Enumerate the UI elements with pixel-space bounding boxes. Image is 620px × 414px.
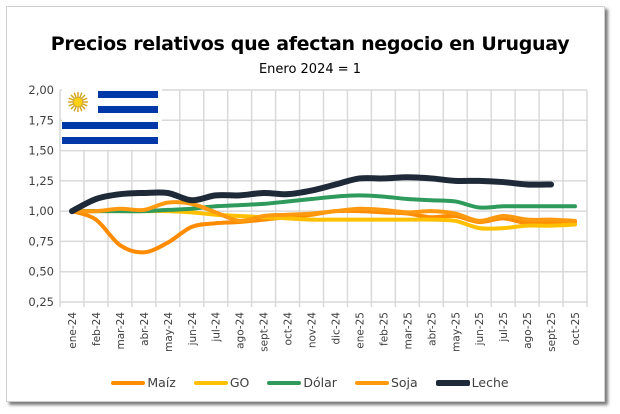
- y-tick-label: 0,75: [28, 234, 54, 248]
- sun-ray: [79, 106, 83, 112]
- sun-ray: [73, 92, 77, 98]
- y-tick-label: 1,00: [28, 204, 54, 218]
- x-tick-label: abr-25: [426, 312, 438, 346]
- flag-stripe: [98, 106, 158, 113]
- legend-swatch: [354, 380, 389, 385]
- x-axis-ticks: ene-24 feb-24 mar-24 abr-24 may-24 jun-24 jul-…: [67, 312, 582, 352]
- sun-ray: [68, 103, 74, 107]
- legend-label: GO: [229, 375, 250, 390]
- x-tick-label: ene-25: [354, 312, 366, 349]
- legend-item: Soja: [354, 375, 418, 390]
- x-tick-label: jul-24: [211, 312, 223, 343]
- x-tick-label: dic-24: [330, 312, 342, 345]
- sun-ray: [70, 94, 75, 99]
- legend-label: Leche: [471, 375, 509, 390]
- legend-swatch: [267, 380, 302, 385]
- legend-item: Dólar: [267, 375, 337, 390]
- legend-swatch: [193, 380, 228, 385]
- y-axis-ticks: 0,25 0,50 0,75 1,00 1,25 1,50 1,75 2,00: [28, 83, 54, 309]
- x-tick-label: jul-25: [498, 312, 510, 343]
- x-tick-label: oct-24: [283, 312, 295, 346]
- x-tick-label: sept-25: [546, 312, 558, 352]
- x-tick-label: ago-25: [522, 312, 534, 349]
- sun-of-may-icon: [68, 92, 88, 112]
- x-tick-label: may-24: [163, 312, 175, 352]
- y-tick-label: 1,25: [28, 174, 54, 188]
- x-tick-label: ago-24: [235, 312, 247, 349]
- x-tick-label: abr-24: [139, 312, 151, 346]
- sun-ray: [82, 103, 88, 107]
- legend-item: GO: [193, 375, 250, 390]
- sun-ray: [81, 105, 86, 110]
- x-tick-label: mar-24: [115, 312, 127, 350]
- x-tick-label: nov-24: [307, 312, 319, 348]
- legend-item: Leche: [435, 375, 509, 390]
- x-tick-label: feb-25: [378, 312, 390, 346]
- x-tick-label: jun-24: [187, 312, 199, 347]
- x-tick-label: may-25: [450, 312, 462, 352]
- flag-stripe: [62, 122, 158, 129]
- legend-item: Maíz: [111, 375, 176, 390]
- chart-frame: [6, 6, 605, 402]
- sun-ray: [79, 92, 83, 98]
- sun-ray: [73, 106, 77, 112]
- y-tick-label: 0,25: [28, 295, 54, 309]
- series-line-soja: [69, 200, 578, 223]
- x-tick-label: oct-25: [570, 312, 582, 345]
- legend-label: Maíz: [147, 375, 176, 390]
- x-tick-label: sept-24: [259, 312, 271, 352]
- legend-label: Soja: [390, 375, 418, 390]
- legend-swatch: [111, 380, 146, 385]
- x-tick-label: ene-24: [67, 312, 79, 349]
- y-tick-label: 1,50: [28, 144, 54, 158]
- sun-ray: [68, 97, 74, 101]
- sun-ray: [82, 97, 88, 101]
- legend-swatch: [435, 379, 470, 386]
- series-line-dólar: [69, 193, 578, 214]
- chart-title: Precios relativos que afectan negocio en…: [50, 33, 570, 55]
- chart-legend: Maíz GO Dólar Soja Leche: [0, 375, 620, 390]
- flag-stripe: [62, 137, 158, 144]
- x-tick-label: feb-24: [91, 312, 103, 346]
- x-tick-label: mar-25: [402, 312, 414, 349]
- y-tick-label: 2,00: [28, 83, 54, 97]
- chart-subtitle: Enero 2024 = 1: [258, 62, 362, 77]
- series-lines: [68, 174, 578, 255]
- series-line-leche: [68, 174, 555, 215]
- y-tick-label: 1,75: [28, 113, 54, 127]
- uruguay-flag-icon: [62, 88, 162, 150]
- sun-ray: [70, 105, 75, 110]
- flag-stripe: [98, 91, 158, 98]
- y-tick-label: 0,50: [28, 265, 54, 279]
- sun-ray: [81, 94, 86, 99]
- legend-label: Dólar: [303, 375, 337, 390]
- x-tick-label: jun-25: [474, 312, 486, 346]
